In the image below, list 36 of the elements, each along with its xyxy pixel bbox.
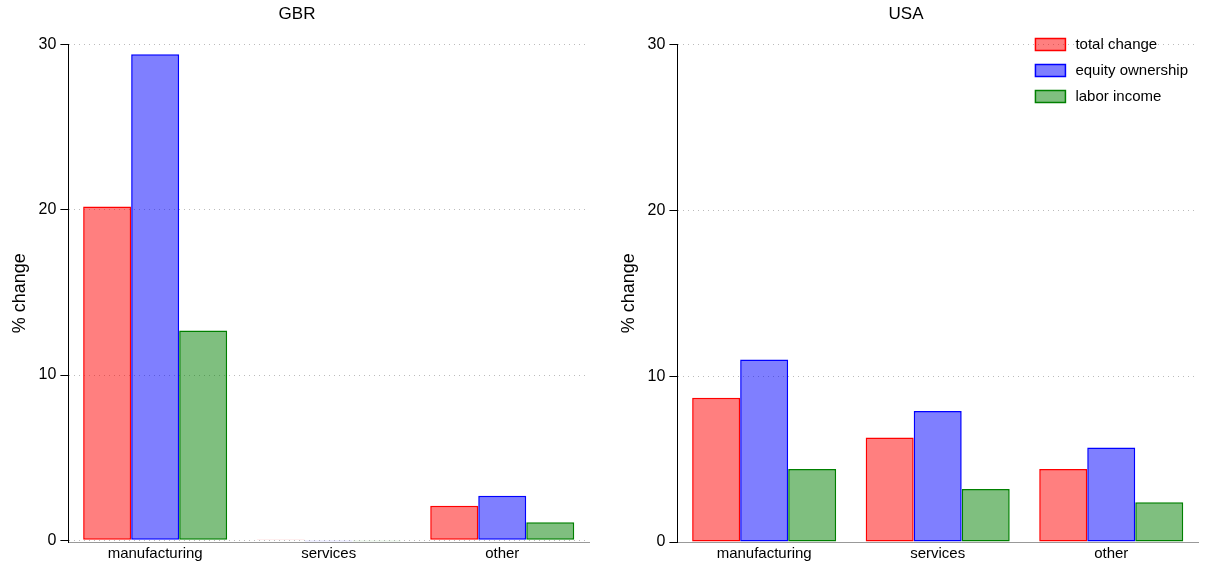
bar [131, 54, 180, 540]
y-tick-label: 20 [647, 200, 666, 218]
y-tick-label: 30 [38, 34, 57, 52]
bar [1135, 502, 1184, 542]
y-axis-title: % change [8, 253, 29, 334]
chart-title: GBR [278, 3, 316, 23]
y-tick-label: 10 [647, 366, 666, 384]
bar [430, 505, 479, 540]
legend-label: equity ownership [1075, 60, 1189, 78]
y-tick-label: 20 [38, 200, 57, 218]
bar [961, 488, 1010, 542]
x-tick-label: manufacturing [107, 544, 203, 562]
bar [740, 359, 789, 542]
x-tick-label: services [910, 544, 966, 562]
legend-label: labor income [1075, 86, 1162, 104]
chart-title: USA [888, 3, 925, 23]
bar [1039, 469, 1088, 542]
legend-label: total change [1075, 34, 1158, 52]
x-tick-label: other [485, 544, 520, 562]
bar [1087, 447, 1136, 542]
bar [913, 410, 962, 542]
bar [478, 495, 527, 540]
x-tick-label: services [301, 544, 357, 562]
bar [692, 397, 741, 542]
y-tick-label: 0 [656, 532, 666, 550]
x-tick-label: manufacturing [716, 544, 812, 562]
bar [788, 469, 837, 542]
y-tick-label: 10 [38, 365, 57, 383]
bar [526, 522, 575, 540]
y-axis-title: % change [617, 253, 638, 334]
y-tick-label: 0 [47, 530, 57, 548]
x-tick-label: other [1094, 544, 1129, 562]
bar [865, 437, 914, 542]
y-tick-label: 30 [647, 34, 666, 52]
bar [83, 206, 132, 540]
bar [179, 330, 228, 540]
